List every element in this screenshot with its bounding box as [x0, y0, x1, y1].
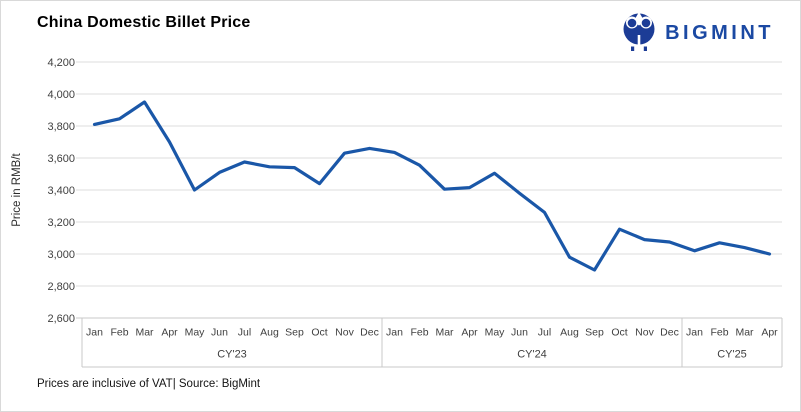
month-tick-label: Dec — [660, 327, 679, 339]
y-tick-label: 2,800 — [47, 281, 75, 293]
y-tick-label: 3,200 — [47, 217, 75, 229]
month-tick-label: Jul — [238, 327, 251, 339]
bigmint-logo: BIGMINT — [620, 12, 774, 54]
month-tick-label: Jun — [211, 327, 228, 339]
month-tick-label: Aug — [560, 327, 579, 339]
month-tick-label: Nov — [635, 327, 654, 339]
y-tick-label: 3,800 — [47, 121, 75, 133]
y-tick-label: 4,000 — [47, 89, 75, 101]
year-tick-label: CY'23 — [217, 349, 247, 361]
bigmint-logo-text: BIGMINT — [665, 22, 774, 44]
y-tick-label: 3,600 — [47, 153, 75, 165]
y-tick-label: 3,400 — [47, 185, 75, 197]
month-tick-label: Jan — [86, 327, 103, 339]
month-tick-label: Jan — [686, 327, 703, 339]
month-tick-label: Mar — [435, 327, 454, 339]
year-tick-label: CY'24 — [517, 349, 547, 361]
month-tick-label: Dec — [360, 327, 379, 339]
billet-price-line — [92, 100, 772, 272]
axis-tick-labels: 4,200 4,000 3,800 3,600 3,400 3,200 3,000 2,800… — [47, 57, 778, 361]
bigmint-logo-icon — [620, 12, 658, 54]
y-axis-title: Price in RMB/t — [11, 152, 23, 226]
month-tick-label: Nov — [335, 327, 354, 339]
month-tick-label: Jan — [386, 327, 403, 339]
category-axis-band — [81, 318, 783, 368]
month-tick-label: Oct — [611, 327, 627, 339]
footer-source-note: Prices are inclusive of VAT| Source: Big… — [37, 378, 261, 390]
month-tick-label: Feb — [410, 327, 428, 339]
month-tick-label: Apr — [161, 327, 178, 339]
month-tick-label: Aug — [260, 327, 279, 339]
month-tick-label: Feb — [110, 327, 128, 339]
month-tick-label: Sep — [285, 327, 304, 339]
month-tick-label: Apr — [761, 327, 778, 339]
month-tick-label: Jul — [538, 327, 551, 339]
month-tick-label: May — [485, 327, 506, 339]
month-tick-label: Apr — [461, 327, 478, 339]
y-tick-label: 3,000 — [47, 249, 75, 261]
month-tick-label: Oct — [311, 327, 327, 339]
month-tick-label: Sep — [585, 327, 604, 339]
month-tick-label: May — [185, 327, 206, 339]
gridlines — [76, 61, 782, 319]
year-tick-label: CY'25 — [717, 349, 747, 361]
month-tick-label: Mar — [135, 327, 154, 339]
chart-title: China Domestic Billet Price — [37, 14, 251, 31]
y-tick-label: 2,600 — [47, 313, 75, 325]
price-series-line — [92, 100, 772, 272]
y-tick-label: 4,200 — [47, 57, 75, 69]
month-tick-label: Jun — [511, 327, 528, 339]
month-tick-label: Mar — [735, 327, 754, 339]
month-tick-label: Feb — [710, 327, 728, 339]
